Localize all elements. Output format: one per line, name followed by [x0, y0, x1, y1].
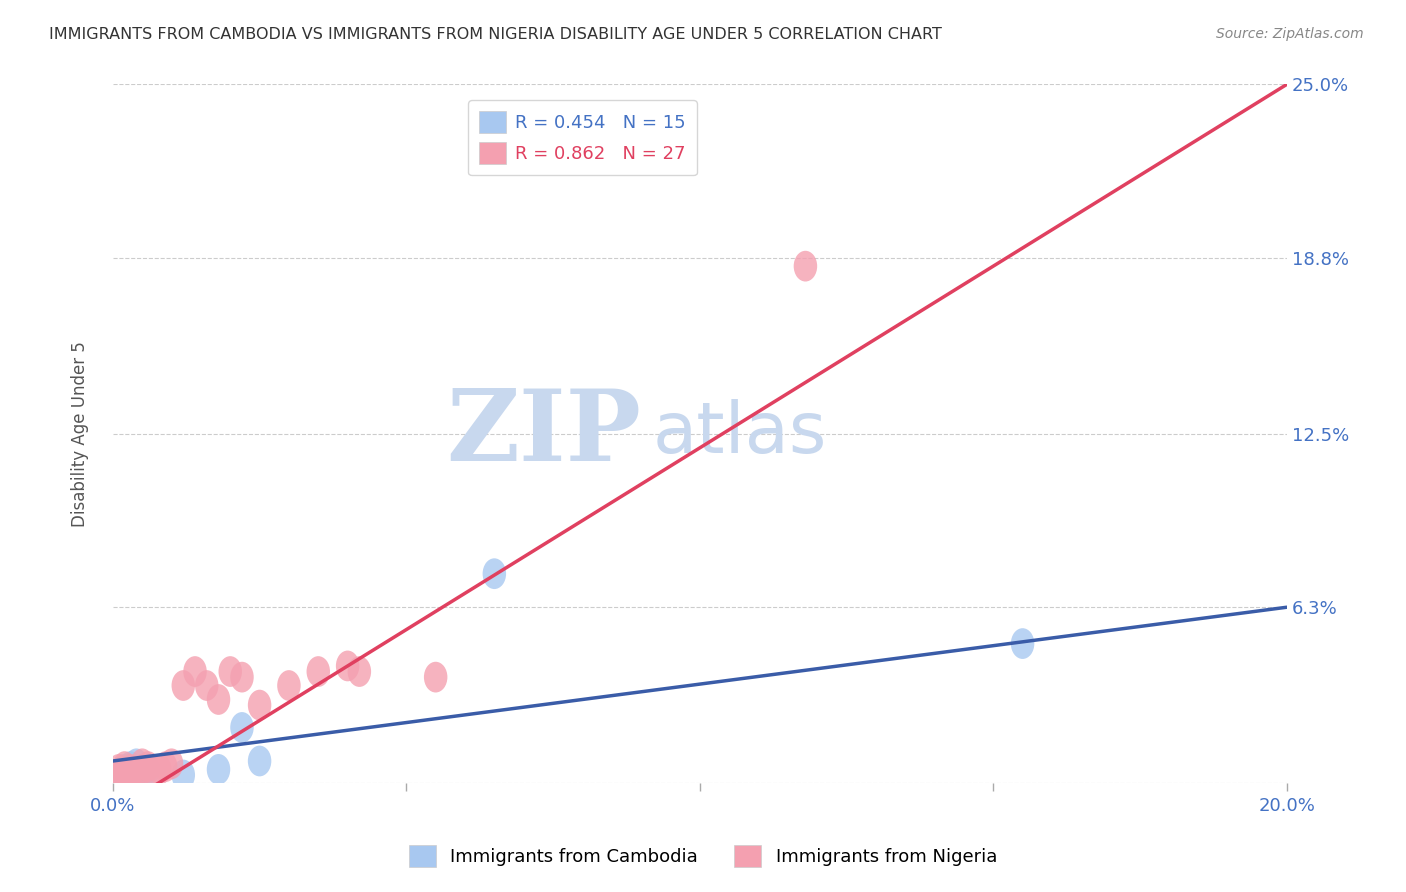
Ellipse shape [125, 756, 148, 788]
Ellipse shape [148, 754, 172, 785]
Ellipse shape [136, 754, 160, 785]
Text: atlas: atlas [652, 400, 827, 468]
Ellipse shape [107, 760, 131, 790]
Ellipse shape [125, 748, 148, 780]
Ellipse shape [131, 748, 153, 780]
Ellipse shape [1011, 628, 1035, 659]
Text: IMMIGRANTS FROM CAMBODIA VS IMMIGRANTS FROM NIGERIA DISABILITY AGE UNDER 5 CORRE: IMMIGRANTS FROM CAMBODIA VS IMMIGRANTS F… [49, 27, 942, 42]
Ellipse shape [131, 760, 153, 790]
Ellipse shape [125, 756, 148, 788]
Legend: Immigrants from Cambodia, Immigrants from Nigeria: Immigrants from Cambodia, Immigrants fro… [402, 838, 1004, 874]
Ellipse shape [207, 754, 231, 785]
Ellipse shape [118, 751, 142, 782]
Ellipse shape [112, 756, 136, 788]
Ellipse shape [118, 760, 142, 790]
Ellipse shape [207, 684, 231, 714]
Ellipse shape [231, 712, 253, 743]
Y-axis label: Disability Age Under 5: Disability Age Under 5 [72, 341, 89, 527]
Ellipse shape [277, 670, 301, 701]
Ellipse shape [307, 657, 330, 687]
Ellipse shape [195, 670, 218, 701]
Ellipse shape [107, 754, 131, 785]
Ellipse shape [231, 662, 253, 692]
Ellipse shape [142, 756, 166, 788]
Ellipse shape [153, 751, 177, 782]
Ellipse shape [172, 670, 195, 701]
Ellipse shape [131, 754, 153, 785]
Ellipse shape [347, 657, 371, 687]
Ellipse shape [118, 754, 142, 785]
Ellipse shape [160, 748, 183, 780]
Ellipse shape [112, 756, 136, 788]
Ellipse shape [107, 760, 131, 790]
Ellipse shape [482, 558, 506, 589]
Ellipse shape [336, 650, 360, 681]
Ellipse shape [247, 690, 271, 721]
Ellipse shape [112, 754, 136, 785]
Text: ZIP: ZIP [446, 385, 641, 483]
Ellipse shape [218, 657, 242, 687]
Ellipse shape [136, 751, 160, 782]
Ellipse shape [172, 760, 195, 790]
Ellipse shape [247, 746, 271, 776]
Ellipse shape [425, 662, 447, 692]
Legend: R = 0.454   N = 15, R = 0.862   N = 27: R = 0.454 N = 15, R = 0.862 N = 27 [468, 101, 696, 175]
Ellipse shape [794, 251, 817, 282]
Ellipse shape [183, 657, 207, 687]
Ellipse shape [118, 760, 142, 790]
Text: Source: ZipAtlas.com: Source: ZipAtlas.com [1216, 27, 1364, 41]
Ellipse shape [112, 751, 136, 782]
